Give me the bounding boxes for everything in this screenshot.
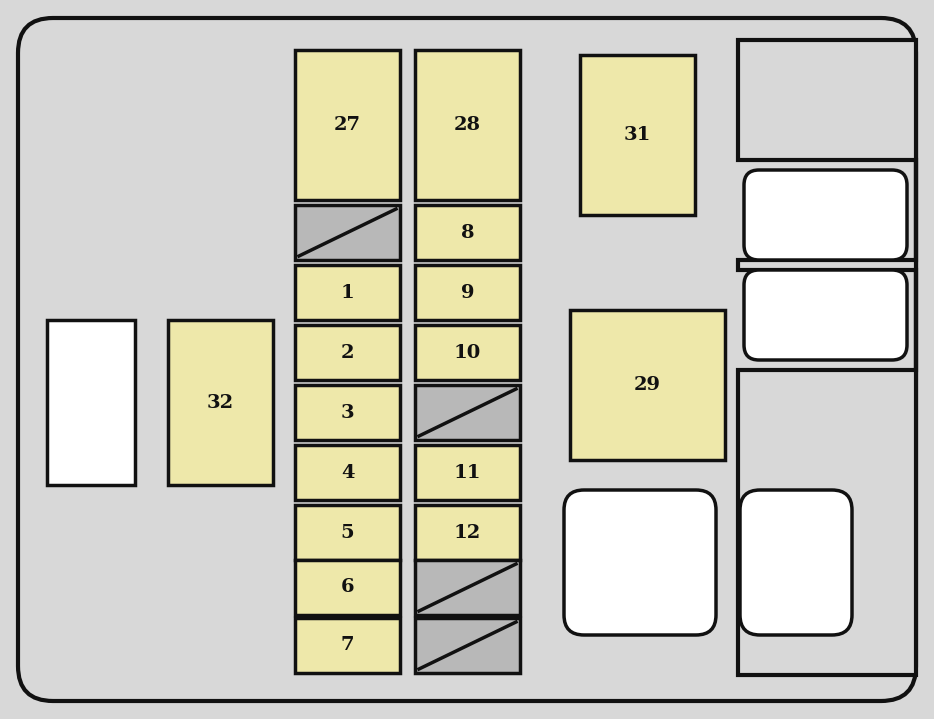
FancyBboxPatch shape (744, 270, 907, 360)
Bar (295, 50, 400, 200)
Bar (580, 55, 695, 215)
Bar (415, 445, 520, 500)
Bar (415, 50, 520, 200)
Text: 4: 4 (341, 464, 354, 482)
FancyBboxPatch shape (18, 18, 916, 701)
Text: 12: 12 (454, 523, 481, 541)
Text: 1: 1 (341, 283, 354, 301)
Bar (295, 618, 400, 673)
Bar (168, 320, 273, 485)
Text: 7: 7 (341, 636, 354, 654)
Bar (295, 445, 400, 500)
Polygon shape (738, 40, 916, 675)
Text: 32: 32 (207, 393, 234, 411)
Bar (47, 320, 135, 485)
Text: 28: 28 (454, 116, 481, 134)
FancyBboxPatch shape (564, 490, 716, 635)
Bar (415, 618, 520, 673)
Bar (295, 205, 400, 260)
Bar (295, 505, 400, 560)
Bar (295, 325, 400, 380)
Text: 27: 27 (334, 116, 361, 134)
Text: 9: 9 (460, 283, 474, 301)
Text: 2: 2 (341, 344, 354, 362)
Text: 6: 6 (341, 579, 354, 597)
Text: 11: 11 (454, 464, 481, 482)
Text: 29: 29 (634, 376, 661, 394)
Bar (415, 385, 520, 440)
Bar (415, 505, 520, 560)
Bar (570, 310, 725, 460)
Bar (295, 265, 400, 320)
Bar (415, 205, 520, 260)
Text: 31: 31 (624, 126, 651, 144)
Bar (295, 560, 400, 615)
Text: 5: 5 (341, 523, 354, 541)
Bar (295, 385, 400, 440)
Bar (415, 560, 520, 615)
FancyBboxPatch shape (740, 490, 852, 635)
Bar (415, 265, 520, 320)
Text: 3: 3 (341, 403, 354, 421)
Bar (415, 325, 520, 380)
FancyBboxPatch shape (744, 170, 907, 260)
Text: 8: 8 (460, 224, 474, 242)
Text: 10: 10 (454, 344, 481, 362)
